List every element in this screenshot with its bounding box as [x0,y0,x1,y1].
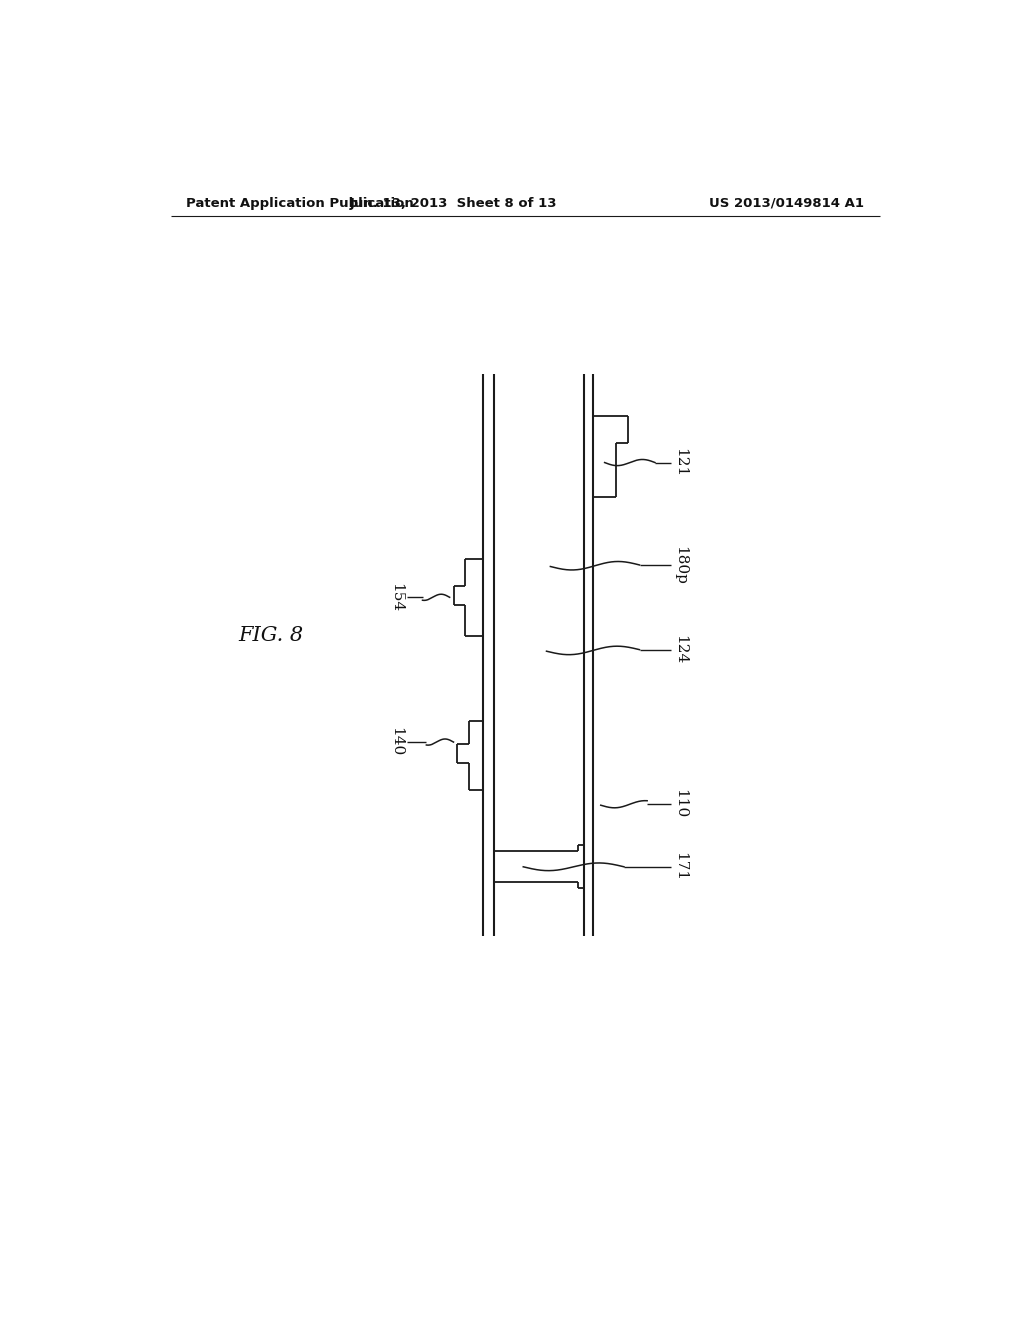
Text: 124: 124 [673,635,687,664]
Text: 140: 140 [389,727,403,756]
Text: 171: 171 [673,853,687,882]
Text: 121: 121 [673,447,687,477]
Text: Patent Application Publication: Patent Application Publication [186,197,414,210]
Text: 154: 154 [389,582,403,612]
Text: Jun. 13, 2013  Sheet 8 of 13: Jun. 13, 2013 Sheet 8 of 13 [350,197,557,210]
Text: 110: 110 [673,789,687,818]
Text: US 2013/0149814 A1: US 2013/0149814 A1 [710,197,864,210]
Text: FIG. 8: FIG. 8 [239,626,304,645]
Text: 180p: 180p [673,545,687,585]
